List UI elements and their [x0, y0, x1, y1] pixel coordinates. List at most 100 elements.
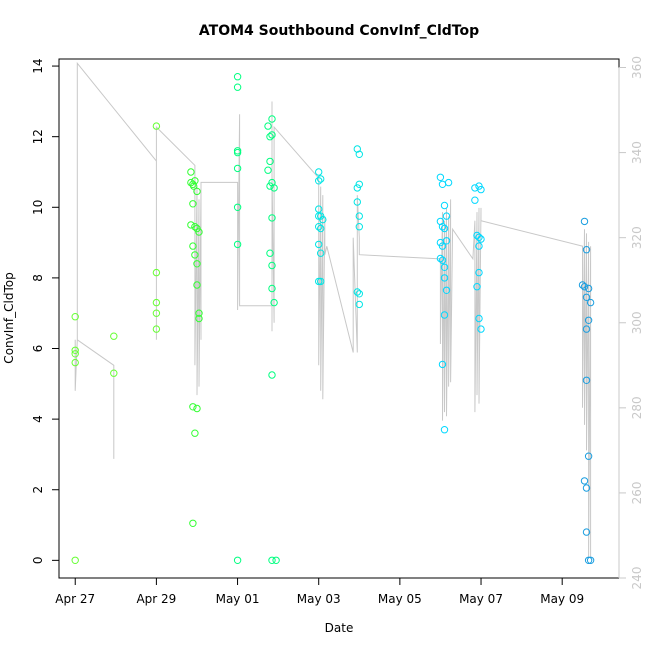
- data-point: [189, 200, 197, 208]
- data-point: [189, 403, 197, 411]
- data-point: [582, 528, 591, 536]
- data-point: [195, 314, 203, 323]
- data-point: [442, 286, 451, 294]
- y-tick-label: 10: [31, 200, 45, 215]
- data-point: [471, 196, 479, 204]
- x-tick-label: Apr 27: [55, 592, 95, 606]
- y-tick-label: 12: [31, 129, 45, 144]
- data-point: [444, 178, 453, 187]
- data-point: [353, 288, 361, 296]
- y-axis-label: ConvInf_CldTop: [2, 272, 16, 363]
- data-point: [580, 477, 589, 485]
- data-point: [582, 293, 591, 301]
- data-point: [191, 429, 199, 437]
- data-point: [317, 224, 325, 233]
- data-point: [315, 223, 323, 231]
- data-point: [189, 519, 197, 527]
- data-point: [195, 309, 203, 317]
- data-point: [440, 263, 449, 271]
- data-point: [438, 223, 447, 231]
- data-point: [71, 350, 79, 358]
- data-point: [475, 268, 483, 277]
- data-point: [319, 215, 327, 224]
- data-point: [436, 173, 445, 182]
- data-point: [191, 251, 199, 259]
- data-point: [584, 316, 593, 324]
- data-point: [233, 556, 242, 564]
- data-point: [193, 187, 201, 196]
- data-point: [193, 260, 201, 268]
- data-point: [189, 242, 197, 250]
- data-point: [353, 184, 361, 192]
- data-point: [152, 325, 161, 333]
- x-tick-label: May 05: [378, 592, 422, 606]
- data-point: [270, 298, 278, 307]
- data-point: [272, 556, 280, 564]
- data-point: [195, 228, 203, 236]
- y-tick-label: 6: [31, 345, 45, 353]
- data-point: [355, 300, 363, 309]
- x-tick-label: May 07: [459, 592, 503, 606]
- data-point: [191, 177, 199, 185]
- data-point: [582, 484, 591, 492]
- data-point: [440, 311, 449, 319]
- y-tick-label: 4: [31, 415, 45, 423]
- data-point: [193, 281, 201, 289]
- data-point: [315, 240, 323, 249]
- data-point: [584, 556, 593, 564]
- data-point: [266, 133, 274, 141]
- data-point: [477, 185, 485, 194]
- y2-tick-label: 300: [630, 311, 644, 334]
- data-point: [438, 360, 447, 369]
- data-point: [442, 237, 451, 245]
- x-axis-label: Date: [325, 621, 354, 635]
- data-point: [233, 164, 242, 173]
- data-point: [440, 274, 449, 282]
- data-point: [187, 168, 195, 176]
- data-point: [477, 325, 485, 333]
- data-point: [438, 256, 447, 264]
- data-point: [268, 115, 276, 123]
- data-point: [580, 217, 589, 226]
- data-point: [578, 281, 587, 289]
- y2-tick-label: 280: [630, 396, 644, 419]
- x-tick-label: May 01: [216, 592, 260, 606]
- data-point: [270, 184, 278, 192]
- data-point: [71, 346, 79, 354]
- data-point: [190, 182, 198, 190]
- data-point: [580, 283, 589, 291]
- data-point: [355, 180, 363, 189]
- data-point: [584, 452, 593, 460]
- points-layer: [71, 73, 595, 564]
- data-point: [355, 212, 363, 220]
- x-tick-label: May 09: [540, 592, 584, 606]
- data-point: [268, 261, 276, 270]
- data-point: [475, 242, 483, 250]
- data-point: [266, 249, 274, 257]
- data-point: [473, 283, 481, 291]
- data-point: [268, 131, 276, 139]
- data-point: [438, 242, 447, 250]
- data-point: [475, 233, 483, 242]
- data-point: [152, 122, 161, 130]
- data-point: [152, 298, 161, 307]
- data-point: [268, 371, 276, 379]
- data-point: [71, 358, 79, 367]
- data-point: [268, 284, 276, 293]
- y2-tick-label: 240: [630, 567, 644, 590]
- data-point: [187, 221, 195, 229]
- data-point: [315, 177, 323, 185]
- data-point: [71, 556, 79, 564]
- y-tick-label: 0: [31, 556, 45, 564]
- data-point: [233, 73, 242, 81]
- data-point: [152, 268, 161, 277]
- data-point: [152, 309, 161, 317]
- y-tick-label: 2: [31, 486, 45, 494]
- data-point: [586, 556, 595, 564]
- data-point: [317, 249, 325, 257]
- y2-tick-label: 360: [630, 56, 644, 79]
- data-point: [264, 166, 272, 174]
